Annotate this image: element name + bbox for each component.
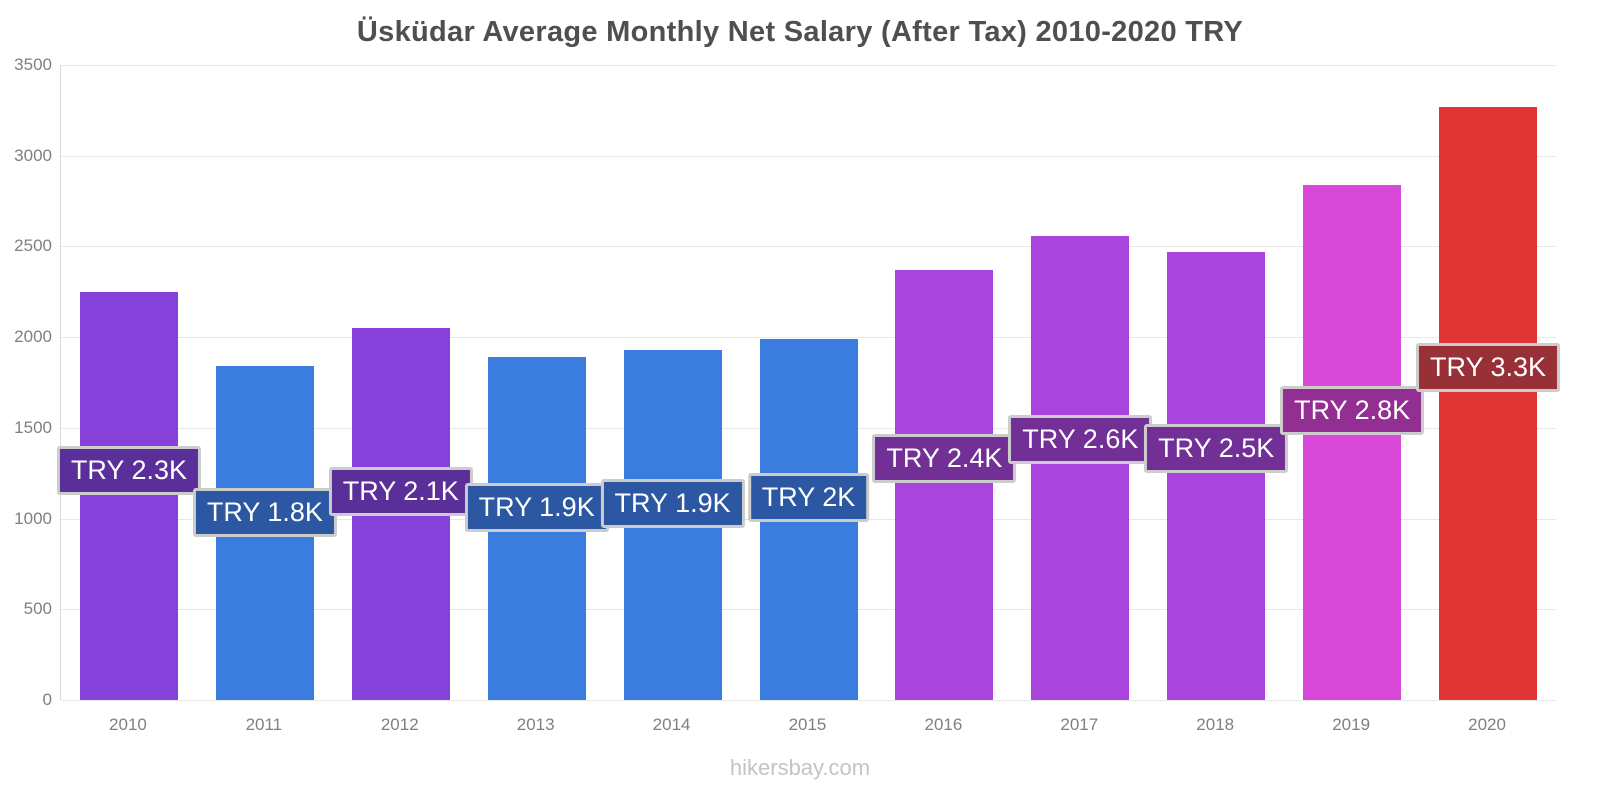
y-tick-1000: 1000	[14, 508, 52, 528]
bar-2010	[79, 291, 178, 700]
x-axis: 2010 2011 2012 2013 2014 2015 2016 2017 2018 2019…	[60, 715, 1555, 745]
chart-title: Üsküdar Average Monthly Net Salary (Afte…	[356, 16, 1244, 48]
x-tick-2015: 2015	[788, 715, 827, 734]
value-label-2012: TRY 2.1K	[328, 466, 473, 516]
y-tick-2000: 2000	[14, 327, 52, 347]
value-label-2011: TRY 1.8K	[192, 488, 337, 538]
bar-2018	[1167, 251, 1266, 700]
bar-2020	[1439, 106, 1538, 700]
x-tick-2016: 2016	[924, 715, 963, 734]
y-tick-0: 0	[42, 690, 52, 709]
gridline-2000	[61, 337, 1556, 339]
value-label-2014: TRY 1.9K	[600, 478, 745, 528]
x-tick-2010: 2010	[109, 715, 147, 734]
x-tick-2017: 2017	[1060, 715, 1099, 734]
y-tick-3000: 3000	[14, 145, 52, 165]
value-label-2020: TRY 3.3K	[1415, 342, 1561, 392]
x-tick-2013: 2013	[516, 715, 555, 734]
value-label-2013: TRY 1.9K	[464, 482, 609, 532]
y-tick-1500: 1500	[14, 417, 52, 437]
value-label-2017: TRY 2.6K	[1008, 414, 1153, 464]
gridline-2500	[61, 246, 1556, 248]
bar-2017	[1031, 235, 1130, 700]
x-tick-2012: 2012	[380, 715, 419, 734]
y-axis: 0 500 1000 1500 2000 2500 3000 3500	[0, 55, 52, 709]
bar-2016	[895, 270, 994, 700]
gridline-0	[61, 700, 1556, 701]
value-label-2019: TRY 2.8K	[1280, 386, 1425, 436]
value-label-2010: TRY 2.3K	[56, 446, 201, 496]
x-tick-2011: 2011	[245, 715, 283, 734]
x-tick-2014: 2014	[652, 715, 691, 734]
value-label-2015: TRY 2K	[747, 472, 870, 522]
bar-2019	[1303, 184, 1402, 700]
value-label-2018: TRY 2.5K	[1144, 424, 1289, 474]
x-tick-2018: 2018	[1196, 715, 1235, 734]
value-label-2016: TRY 2.4K	[872, 434, 1017, 484]
gridline-3000	[61, 155, 1556, 157]
y-tick-2500: 2500	[14, 236, 52, 256]
x-tick-2019: 2019	[1332, 715, 1371, 734]
y-tick-500: 500	[23, 599, 52, 619]
plot-area: TRY 2.3K TRY 1.8K TRY 2.1K TRY 1.9K TRY 1.9K…	[56, 65, 1561, 701]
gridline-3500	[61, 65, 1556, 66]
y-tick-3500: 3500	[14, 55, 52, 74]
watermark: hikersbay.com	[729, 755, 871, 780]
x-tick-2020: 2020	[1468, 715, 1506, 734]
